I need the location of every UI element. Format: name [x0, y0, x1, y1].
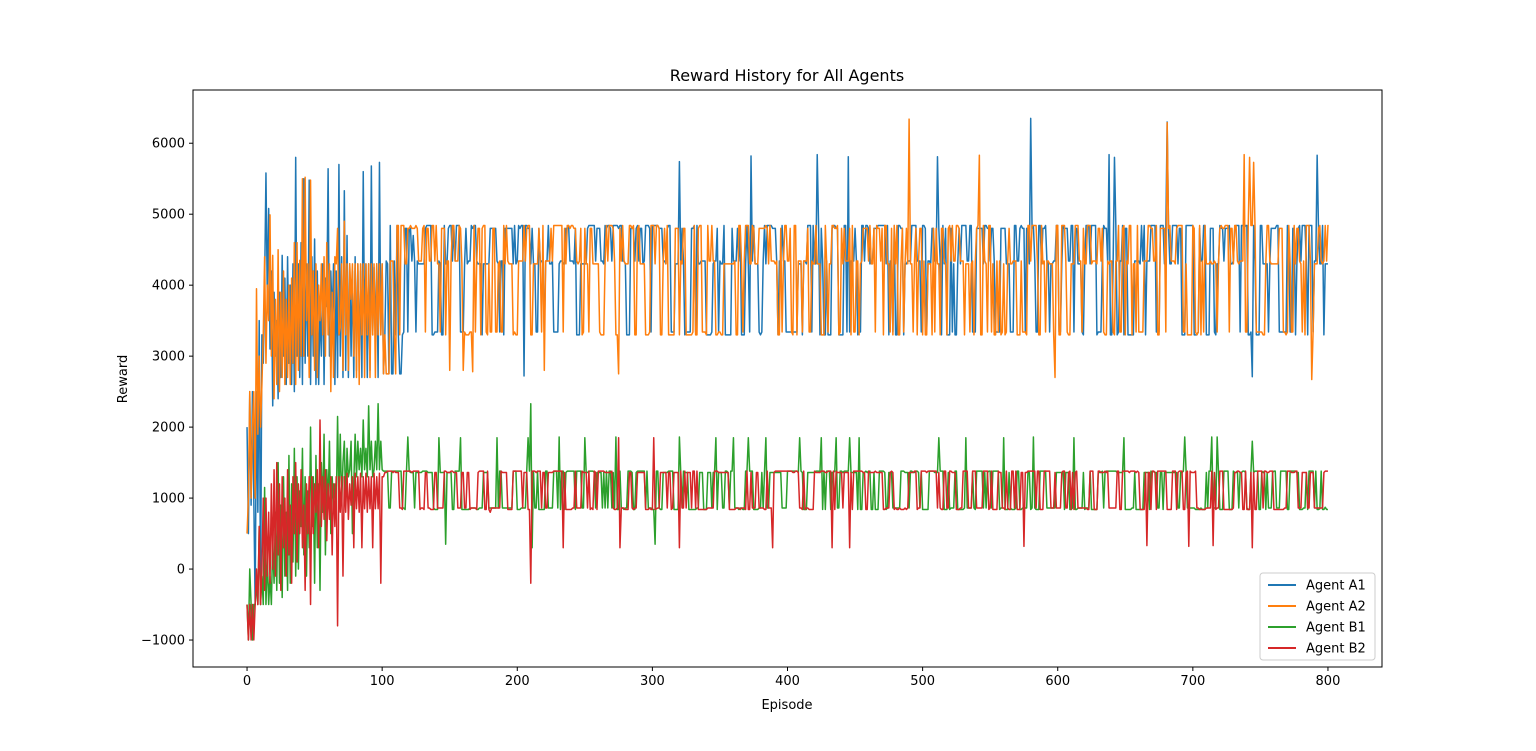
x-tick-label: 300: [640, 674, 665, 689]
x-tick-label: 600: [1045, 674, 1070, 689]
x-tick-label: 200: [505, 674, 530, 689]
y-axis-title: Reward: [116, 355, 131, 403]
chart-title: Reward History for All Agents: [670, 66, 904, 85]
legend-label: Agent A1: [1306, 579, 1366, 594]
series-layer: [246, 117, 1329, 641]
y-tick-label: 1000: [152, 492, 185, 507]
y-tick-label: 5000: [152, 208, 185, 223]
y-tick-label: 4000: [152, 279, 185, 294]
x-axis: 0 100 200 300 400 500 600 700 800: [243, 667, 1340, 689]
x-tick-label: 800: [1316, 674, 1341, 689]
legend-label: Agent B1: [1306, 621, 1366, 636]
legend-items: Agent A1 Agent A2 Agent B1 Agent B2: [1268, 579, 1366, 657]
x-tick-label: 500: [910, 674, 935, 689]
x-axis-title: Episode: [761, 698, 812, 713]
series-line-agent-a2: [246, 118, 1329, 534]
x-tick-label: 400: [775, 674, 800, 689]
y-tick-label: 3000: [152, 350, 185, 365]
series-line-agent-a1: [246, 117, 1328, 606]
legend-box: [1259, 572, 1376, 661]
y-tick-label: 6000: [152, 137, 185, 152]
x-tick-label: 100: [370, 674, 395, 689]
legend: Agent A1 Agent A2 Agent B1 Agent B2: [1259, 572, 1376, 661]
x-tick-label: 0: [243, 674, 251, 689]
y-tick-label: 0: [177, 563, 185, 578]
legend-label: Agent A2: [1306, 600, 1366, 615]
legend-label: Agent B2: [1306, 642, 1366, 657]
y-tick-label: −1000: [141, 634, 185, 649]
series-line-agent-b2: [246, 419, 1328, 641]
y-axis: −1000 0 1000 2000 3000 4000 5000 6000: [141, 137, 193, 649]
y-tick-label: 2000: [152, 421, 185, 436]
x-tick-label: 700: [1180, 674, 1205, 689]
